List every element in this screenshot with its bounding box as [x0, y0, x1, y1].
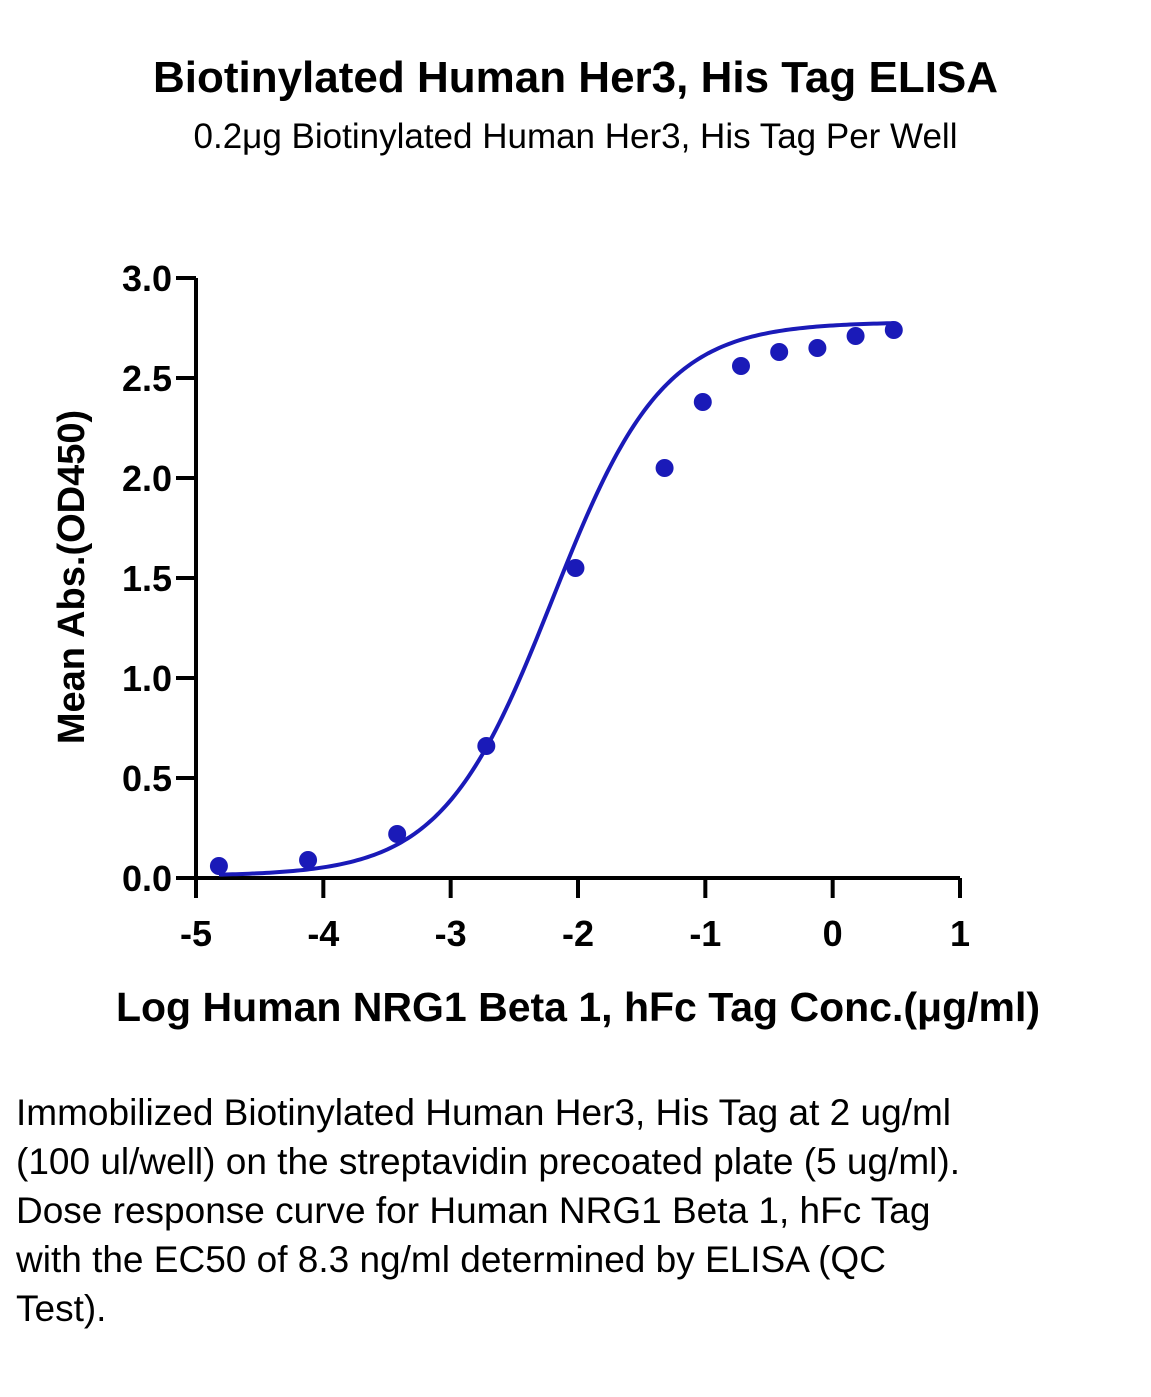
- x-tick-label: -1: [689, 913, 721, 954]
- y-tick-label: 1.5: [122, 558, 172, 599]
- chart-subtitle: 0.2μg Biotinylated Human Her3, His Tag P…: [193, 117, 958, 156]
- data-point: [209, 857, 228, 875]
- data-point: [884, 321, 903, 339]
- x-tick-label: -3: [435, 913, 467, 954]
- x-tick-label: 1: [950, 913, 970, 954]
- data-point: [566, 559, 585, 577]
- data-point: [299, 851, 318, 869]
- data-point: [693, 393, 712, 411]
- x-axis-label: Log Human NRG1 Beta 1, hFc Tag Conc.(μg/…: [116, 984, 1040, 1030]
- data-point: [655, 459, 674, 477]
- x-tick-label: -5: [180, 913, 212, 954]
- data-point: [770, 343, 789, 361]
- x-tick-label: -2: [562, 913, 594, 954]
- data-point: [846, 327, 865, 345]
- y-tick-label: 2.5: [122, 358, 172, 399]
- x-tick-label: 0: [823, 913, 843, 954]
- y-tick-label: 2.0: [122, 458, 172, 499]
- y-tick-label: 0.5: [122, 758, 172, 799]
- data-points: [209, 321, 903, 875]
- y-tick-label: 1.0: [122, 658, 172, 699]
- data-point: [808, 339, 827, 357]
- chart-title: Biotinylated Human Her3, His Tag ELISA: [152, 53, 999, 102]
- data-point: [477, 737, 496, 755]
- x-axis-ticks: -5 -4 -3 -2 -1 0 1: [180, 878, 970, 954]
- y-tick-label: 3.0: [122, 258, 172, 299]
- y-axis-ticks: 0.0 0.5 1.0 1.5 2.0 2.5 3.0: [122, 258, 196, 899]
- elisa-chart: 0.0 0.5 1.0 1.5 2.0 2.5 3.0 -5 -4 -3 -2 -1 0 1 Mean …: [51, 258, 1040, 1030]
- data-point: [731, 357, 750, 375]
- y-tick-label: 0.0: [122, 858, 172, 899]
- y-axis-label: Mean Abs.(OD450): [51, 410, 93, 744]
- fit-curve: [218, 321, 894, 877]
- data-point: [388, 825, 407, 843]
- x-tick-label: -4: [307, 913, 339, 954]
- figure-caption: Immobilized Biotinylated Human Her3, His…: [16, 1092, 961, 1329]
- chart-axes: [194, 278, 960, 880]
